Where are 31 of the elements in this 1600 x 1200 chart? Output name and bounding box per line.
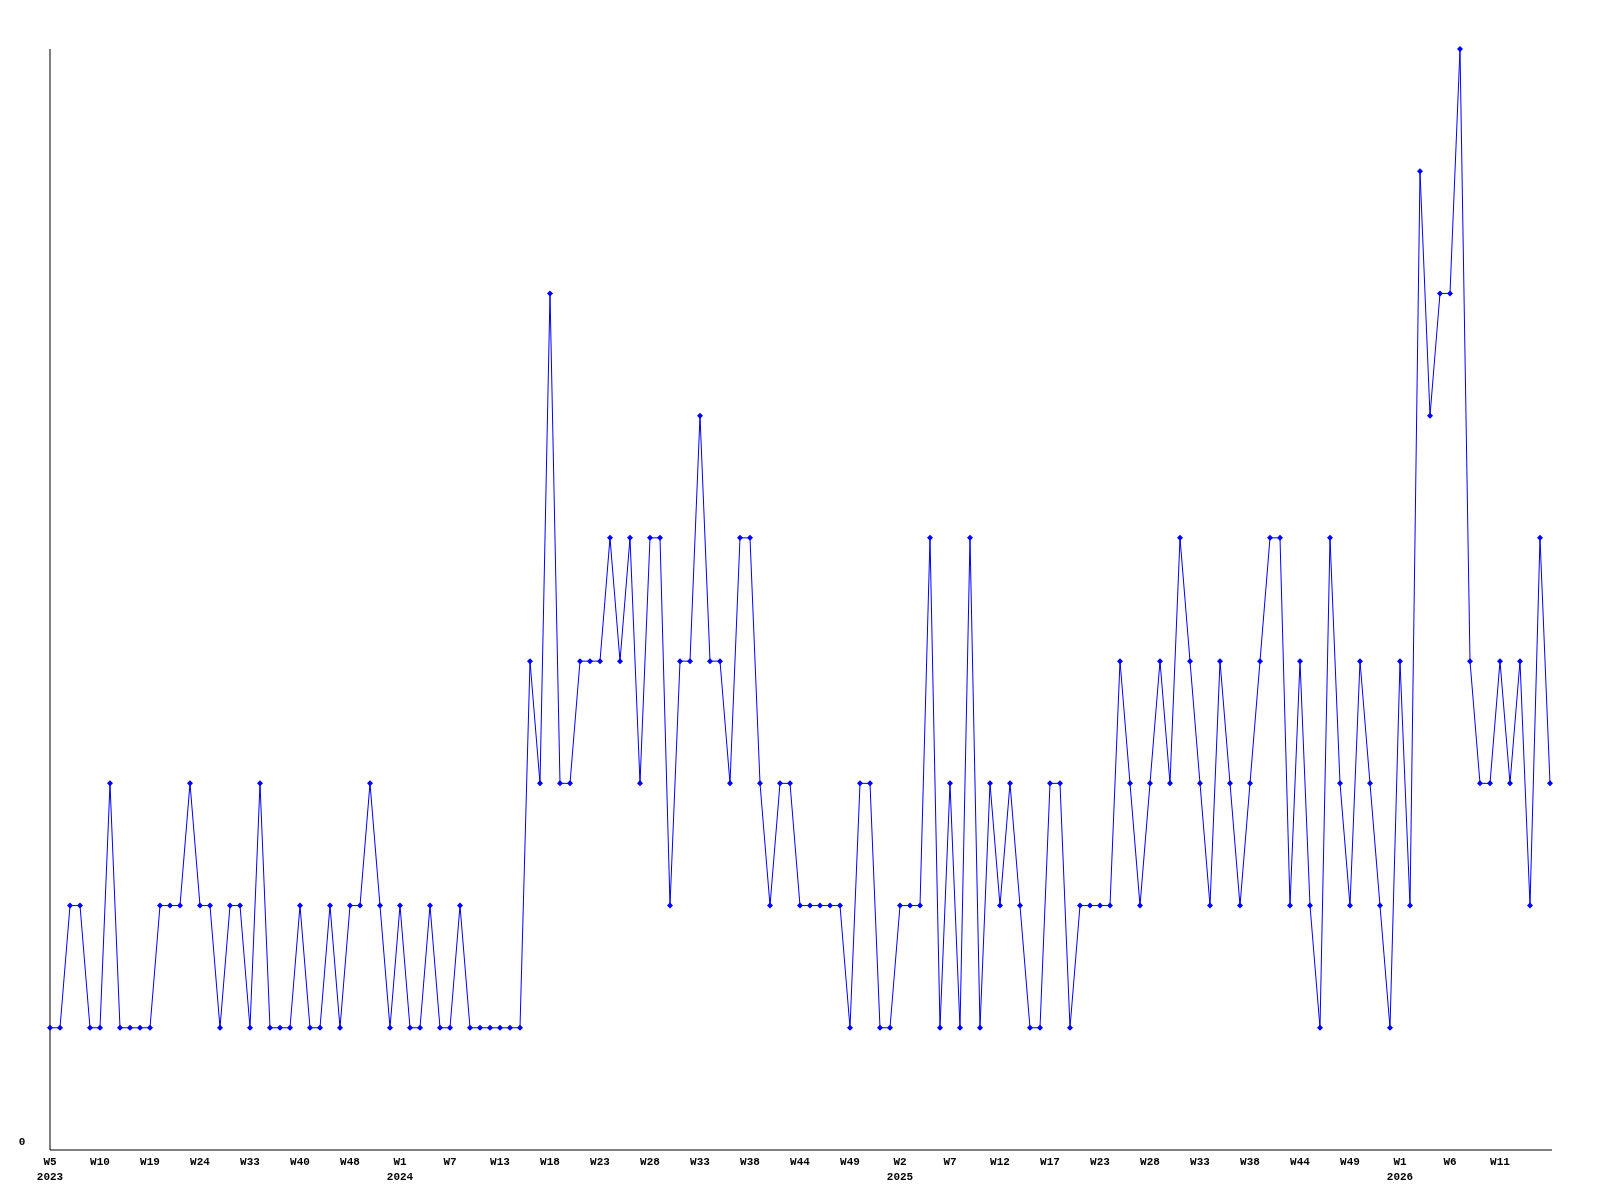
x-tick-label: W18 xyxy=(540,1156,561,1168)
x-tick-label: W38 xyxy=(740,1156,761,1168)
x-tick-label: W1 2026 xyxy=(1386,1156,1414,1183)
x-tick-label: W2 2025 xyxy=(886,1156,914,1183)
x-tick-label: W48 xyxy=(340,1156,361,1168)
x-tick-label: W23 xyxy=(1090,1156,1111,1168)
x-tick-label: W28 xyxy=(640,1156,661,1168)
x-tick-label: W5 2023 xyxy=(36,1156,64,1183)
x-tick-label: W40 xyxy=(290,1156,310,1168)
x-tick-label: W12 xyxy=(990,1156,1010,1168)
x-tick-label: W7 xyxy=(943,1156,957,1168)
x-tick-label: W33 xyxy=(240,1156,261,1168)
x-tick-label: W1 2024 xyxy=(386,1156,414,1183)
x-tick-label: W24 xyxy=(190,1156,211,1168)
x-tick-label: W33 xyxy=(1190,1156,1211,1168)
x-tick-label: W6 xyxy=(1443,1156,1457,1168)
x-tick-label: W13 xyxy=(490,1156,511,1168)
x-tick-label: W49 xyxy=(840,1156,860,1168)
x-tick-label: W19 xyxy=(140,1156,160,1168)
x-tick-label: W33 xyxy=(690,1156,711,1168)
x-tick-label: W11 xyxy=(1490,1156,1511,1168)
text: 0 xyxy=(18,1136,26,1148)
x-tick-label: W17 xyxy=(1040,1156,1060,1168)
x-tick-label: W38 xyxy=(1240,1156,1261,1168)
x-tick-label: W7 xyxy=(443,1156,457,1168)
x-tick-label: W44 xyxy=(1290,1156,1311,1168)
x-tick-label: W49 xyxy=(1340,1156,1360,1168)
x-tick-label: W44 xyxy=(790,1156,811,1168)
x-tick-label: W10 xyxy=(90,1156,110,1168)
x-tick-label: W23 xyxy=(590,1156,611,1168)
x-tick-label: W28 xyxy=(1140,1156,1161,1168)
